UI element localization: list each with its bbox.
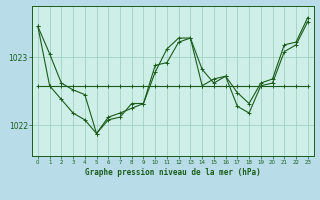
- X-axis label: Graphe pression niveau de la mer (hPa): Graphe pression niveau de la mer (hPa): [85, 168, 261, 177]
